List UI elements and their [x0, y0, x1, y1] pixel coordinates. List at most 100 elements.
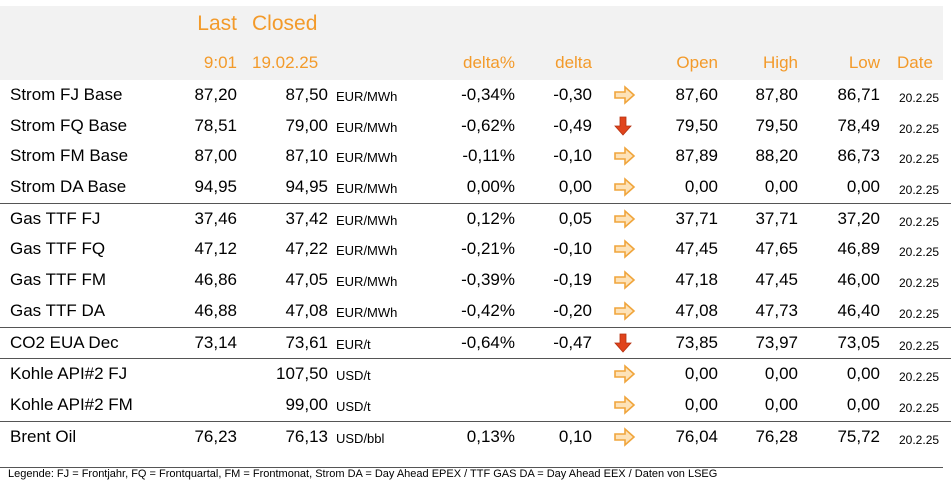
row-open: 79,50 [675, 115, 718, 135]
row-date: 20.2.25 [899, 91, 940, 105]
right-arrow-icon [614, 364, 636, 384]
row-name: Gas TTF FJ [10, 208, 101, 228]
row-delta-pct: -0,64% [461, 332, 515, 352]
row-low: 46,40 [837, 300, 880, 320]
row-name: Gas TTF FQ [10, 239, 106, 259]
table-row: Strom FJ Base 87,20 87,50 EUR/MWh -0,34% -0,3… [0, 80, 951, 111]
row-open: 37,71 [675, 208, 718, 228]
row-unit: USD/t [336, 368, 371, 384]
row-open: 47,08 [675, 300, 718, 320]
row-closed: 87,10 [285, 146, 328, 166]
right-arrow-icon [614, 301, 636, 321]
header-last: Last [197, 12, 237, 35]
row-closed: 47,05 [285, 270, 328, 290]
table-row: Strom DA Base 94,95 94,95 EUR/MWh 0,00% 0,00 0… [0, 172, 951, 203]
table-row: Strom FQ Base 78,51 79,00 EUR/MWh -0,62% -0,4… [0, 111, 951, 142]
row-delta: -0,19 [553, 270, 592, 290]
row-open: 47,45 [675, 239, 718, 259]
row-last: 87,20 [194, 85, 237, 104]
row-last: 37,46 [194, 208, 237, 228]
row-delta-pct: 0,00% [466, 177, 515, 197]
row-open: 0,00 [684, 364, 718, 384]
header-delta-pct: delta% [463, 53, 515, 72]
right-arrow-icon [614, 270, 636, 290]
row-date: 20.2.25 [899, 432, 940, 447]
row-high: 79,50 [755, 115, 798, 135]
down-arrow-icon [614, 333, 632, 353]
row-delta-pct: -0,42% [461, 300, 515, 320]
table-body: Strom FJ Base 87,20 87,50 EUR/MWh -0,34% -0,3… [0, 80, 951, 468]
table-row: Gas TTF FJ 37,46 37,42 EUR/MWh 0,12% 0,05 37,7… [0, 202, 951, 235]
row-unit: EUR/MWh [336, 304, 398, 320]
table-row: Strom FM Base 87,00 87,10 EUR/MWh -0,11% -0,1… [0, 141, 951, 172]
row-closed: 99,00 [285, 394, 328, 414]
row-open: 0,00 [684, 177, 718, 197]
row-delta: -0,10 [553, 146, 592, 166]
row-unit: USD/t [336, 398, 371, 414]
row-last: 87,00 [194, 146, 237, 166]
row-high: 47,65 [755, 239, 798, 259]
row-high: 0,00 [764, 177, 798, 197]
header-open: Open [676, 53, 718, 72]
row-delta-pct: -0,11% [462, 146, 515, 166]
row-delta: -0,47 [553, 332, 592, 352]
row-low: 86,73 [837, 146, 880, 166]
row-delta: -0,10 [553, 239, 592, 259]
right-arrow-icon [614, 146, 636, 167]
row-unit: EUR/MWh [336, 212, 398, 228]
row-high: 73,97 [755, 332, 798, 352]
row-name: Brent Oil [10, 426, 77, 446]
row-name: Kohle API#2 FM [10, 394, 133, 414]
header-date: Date [897, 53, 933, 72]
row-closed: 47,08 [285, 300, 328, 320]
row-name: Kohle API#2 FJ [10, 364, 128, 384]
row-delta: -0,49 [553, 115, 592, 135]
table-row: Kohle API#2 FJ 107,50 USD/t 0,00 0,00 0,00 20.… [0, 358, 951, 390]
header-last-time: 9:01 [203, 53, 237, 72]
row-closed: 87,50 [285, 85, 328, 104]
row-low: 73,05 [837, 332, 880, 352]
row-low: 37,20 [837, 208, 880, 228]
row-date: 20.2.25 [899, 245, 940, 260]
row-delta-pct: -0,62% [461, 115, 515, 135]
legend: Legende: FJ = Frontjahr, FQ = Frontquart… [8, 468, 718, 480]
row-low: 46,00 [837, 270, 880, 290]
header-high: High [763, 53, 798, 72]
row-date: 20.2.25 [899, 400, 940, 415]
row-unit: EUR/MWh [336, 243, 398, 259]
row-low: 0,00 [846, 394, 880, 414]
table-row: Gas TTF FM 46,86 47,05 EUR/MWh -0,39% -0,19 47… [0, 265, 951, 296]
row-last: 46,86 [194, 270, 237, 290]
right-arrow-icon [614, 395, 636, 415]
row-date: 20.2.25 [899, 214, 940, 229]
row-open: 47,18 [675, 270, 718, 290]
row-closed: 107,50 [276, 364, 328, 384]
row-delta: 0,00 [558, 177, 592, 197]
row-high: 76,28 [755, 426, 798, 446]
row-closed: 79,00 [285, 115, 328, 135]
header-delta: delta [555, 53, 592, 72]
row-last: 78,51 [194, 115, 237, 135]
row-last: 76,23 [194, 426, 237, 446]
row-high: 0,00 [764, 364, 798, 384]
row-closed: 73,61 [285, 332, 328, 352]
table-row: CO2 EUA Dec 73,14 73,61 EUR/t -0,64% -0,47 73,… [0, 326, 951, 359]
table-row: Gas TTF DA 46,88 47,08 EUR/MWh -0,42% -0,20 47… [0, 296, 951, 327]
row-high: 37,71 [755, 208, 798, 228]
right-arrow-icon [614, 85, 636, 105]
row-open: 76,04 [675, 426, 718, 446]
row-unit: EUR/MWh [336, 150, 398, 166]
header-closed-date: 19.02.25 [252, 53, 319, 72]
row-last: 47,12 [194, 239, 237, 259]
row-open: 87,89 [675, 146, 718, 166]
row-low: 86,71 [837, 85, 880, 104]
row-open: 87,60 [675, 85, 718, 104]
row-date: 20.2.25 [899, 152, 940, 167]
row-low: 0,00 [846, 177, 880, 197]
row-closed: 76,13 [285, 426, 328, 446]
row-low: 0,00 [846, 364, 880, 384]
header-low: Low [848, 53, 880, 72]
row-open: 0,00 [684, 394, 718, 414]
row-name: Strom FM Base [10, 146, 129, 166]
row-last: 46,88 [194, 300, 237, 320]
